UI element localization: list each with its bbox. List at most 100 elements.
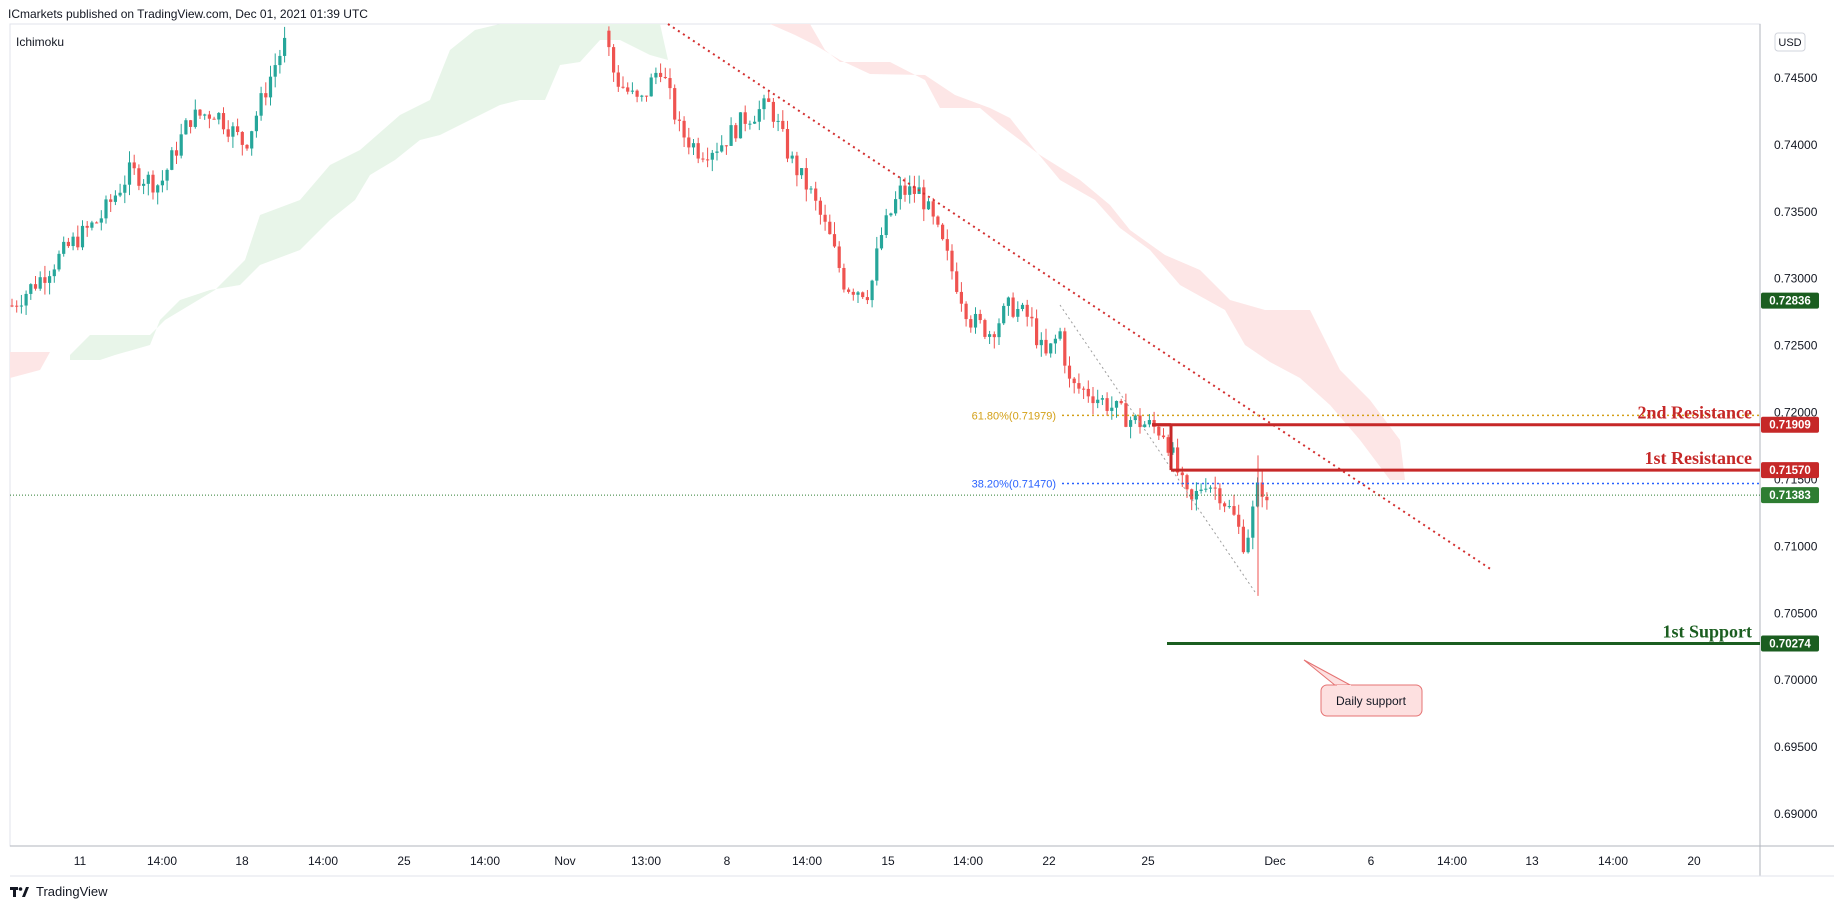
candle-body — [137, 168, 141, 186]
candle-body — [790, 155, 794, 159]
currency-badge[interactable] — [1774, 32, 1806, 52]
support-label: 1st Support — [1662, 622, 1752, 642]
candle — [1100, 395, 1104, 406]
candle — [1185, 473, 1189, 498]
candle-body — [800, 168, 804, 176]
downtrend-line[interactable] — [667, 23, 1493, 571]
candle-body — [894, 199, 898, 214]
y-tick-label: 0.70000 — [1774, 673, 1818, 687]
price-label-box — [1761, 416, 1819, 433]
candle — [179, 123, 183, 159]
candle-body — [193, 109, 197, 127]
x-tick-label: Dec — [1264, 854, 1285, 868]
candle-body — [1143, 424, 1147, 428]
candle-body — [1053, 338, 1057, 344]
candle-body — [1185, 475, 1189, 490]
candle — [673, 84, 677, 125]
candle-body — [1223, 503, 1227, 507]
candle — [132, 154, 136, 175]
candle-body — [212, 118, 216, 120]
x-tick-label: Nov — [554, 854, 575, 868]
candle — [757, 100, 761, 131]
candle-body — [983, 320, 987, 337]
candle — [729, 117, 733, 146]
candle-body — [1194, 490, 1198, 500]
candle — [10, 298, 14, 308]
candle — [828, 214, 832, 235]
candle-body — [189, 120, 193, 127]
resistance-label: 2nd Resistance — [1637, 403, 1752, 423]
candle-body — [174, 150, 179, 156]
candle — [174, 141, 179, 165]
candle — [818, 197, 822, 225]
candle-body — [43, 277, 47, 283]
candle-body — [1199, 489, 1203, 491]
candle-body — [630, 90, 634, 92]
candle-body — [659, 72, 663, 77]
candle — [1039, 332, 1043, 357]
candle-body — [123, 184, 127, 193]
candle — [1138, 408, 1142, 434]
candle — [71, 232, 75, 251]
daily-support-callout[interactable]: Daily support — [1303, 659, 1423, 717]
candle-body — [1124, 403, 1128, 427]
tradingview-footer[interactable]: TradingView — [10, 884, 108, 899]
candle-body — [654, 72, 658, 78]
candle-body — [955, 271, 959, 292]
candle — [207, 110, 211, 129]
candle — [635, 89, 639, 103]
candle — [894, 191, 898, 216]
candle-body — [870, 280, 874, 301]
candle — [837, 241, 841, 273]
indicator-label[interactable]: Ichimoku — [16, 35, 64, 49]
candle — [240, 131, 244, 156]
plot-area[interactable] — [9, 23, 1761, 847]
candle-body — [1100, 398, 1104, 400]
candle-body — [113, 195, 117, 202]
currency-label: USD — [1778, 37, 1801, 49]
candle-body — [997, 323, 1001, 338]
candle-body — [776, 120, 780, 122]
candle — [268, 65, 273, 106]
candlestick-series — [10, 26, 1269, 596]
candle-body — [635, 90, 639, 97]
candle-body — [1232, 506, 1236, 515]
time-axis[interactable]: 11 14:00 18 14:00 25 14:00 Nov 13:00 8 14:00 15 14:… — [74, 854, 1701, 868]
candle-body — [254, 115, 258, 132]
x-tick-label: 14:00 — [792, 854, 822, 868]
candle — [1204, 478, 1208, 493]
candle — [720, 135, 724, 153]
candle — [884, 208, 888, 239]
price-label-text: 0.70274 — [1769, 639, 1811, 651]
price-axis[interactable]: 0.74500 0.74000 0.73500 0.73000 0.72500 0.720… — [1774, 71, 1818, 821]
candle-body — [207, 114, 211, 119]
candle-body — [1063, 331, 1067, 366]
candle — [640, 94, 644, 102]
candle-body — [701, 158, 705, 160]
candle — [127, 151, 132, 196]
price-label-text: 0.71909 — [1769, 420, 1811, 432]
candle-body — [771, 101, 775, 122]
candle-body — [1006, 297, 1010, 306]
candle — [15, 300, 19, 313]
candle-body — [71, 236, 75, 247]
candle-body — [1091, 396, 1095, 404]
candle — [1171, 442, 1175, 455]
candle — [964, 301, 968, 327]
candle-body — [1260, 482, 1264, 497]
x-tick-label: 25 — [1141, 854, 1155, 868]
candle-body — [170, 150, 174, 170]
candle-body — [908, 186, 912, 195]
candle-body — [809, 188, 813, 190]
candle — [1129, 416, 1133, 439]
candle — [1020, 302, 1025, 312]
candle-body — [1058, 331, 1062, 339]
candle — [941, 223, 945, 241]
candle-body — [146, 174, 150, 184]
candle — [226, 120, 230, 143]
candle-body — [48, 276, 52, 283]
candle-body — [1030, 316, 1034, 319]
candle — [926, 198, 931, 210]
candle-body — [1011, 297, 1015, 317]
